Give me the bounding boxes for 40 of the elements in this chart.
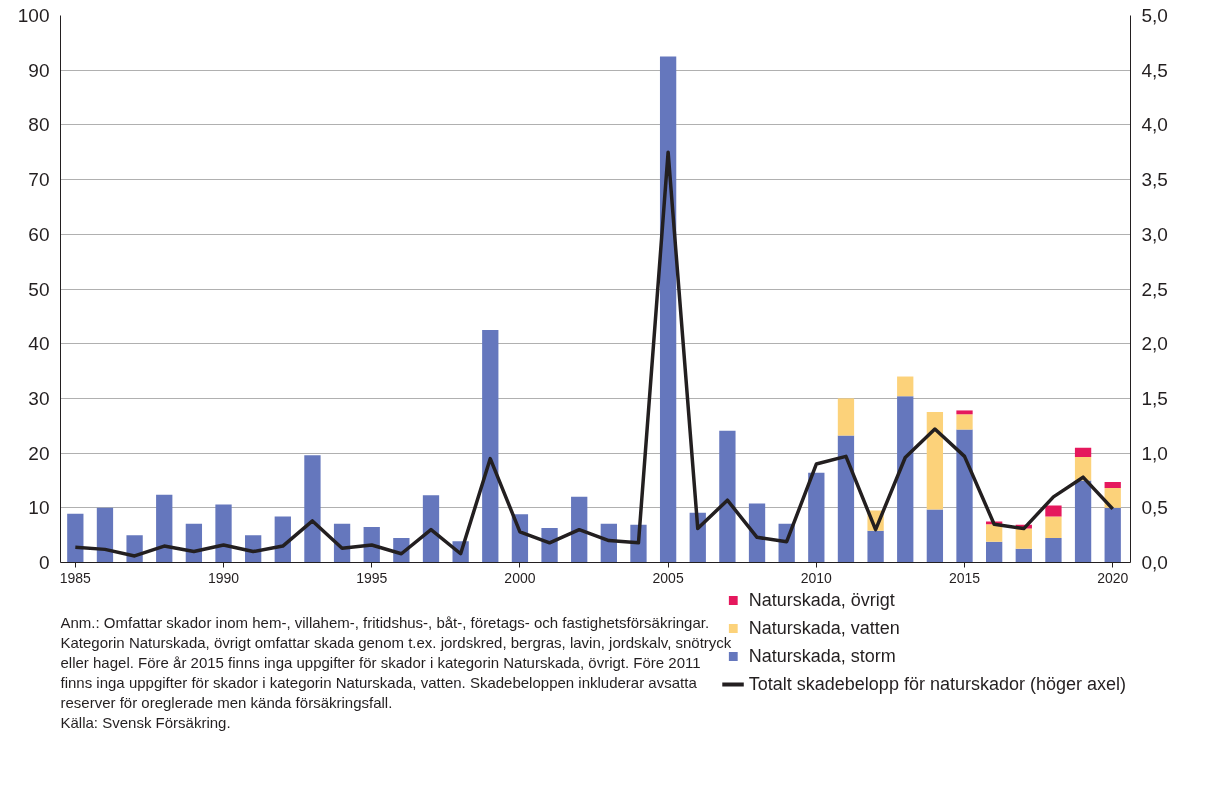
y2-tick-label: 4,5 <box>1141 59 1168 81</box>
x-tick-label: 1995 <box>356 569 388 586</box>
text: Källa: Svensk Försäkring. <box>60 713 231 731</box>
y-tick-label: 20 <box>28 442 50 464</box>
x-tick-label: 2000 <box>504 569 536 586</box>
legend-label: Naturskada, vatten <box>748 617 900 639</box>
text: eller hagel. Före år 2015 finns inga uppgifter för skador i kategorin Naturskada, övrigt. Före 2011 <box>60 653 701 671</box>
y-tick-label: 90 <box>28 59 50 81</box>
y2-tick-label: 1,0 <box>1141 442 1168 464</box>
y-tick-label: 50 <box>28 278 50 300</box>
y2-tick-label: 3,0 <box>1141 223 1168 245</box>
y2-tick-label: 2,0 <box>1141 333 1168 355</box>
x-tick-label: 2005 <box>652 569 684 586</box>
text: reserver för oreglerade men kända försäkringsfall. <box>60 693 393 711</box>
x-tick-label: 1990 <box>207 569 240 586</box>
x-tick-label: 1985 <box>59 569 92 586</box>
y-tick-label: 70 <box>28 169 50 191</box>
x-tick-label: 2015 <box>948 569 981 586</box>
y2-tick-label: 1,5 <box>1141 387 1168 409</box>
text: Kategorin Naturskada, övrigt omfattar skada genom t.ex. jordskred, bergras, lavin, jordskalv, snötryck <box>60 633 732 651</box>
y2-tick-label: 5,0 <box>1141 5 1168 26</box>
legend-label: Totalt skadebelopp för naturskador (höger axel) <box>748 673 1126 695</box>
text: Anm.: Omfattar skador inom hem-, villahem-, fritidshus-, båt-, företags- och fastighetsförsäkringar. <box>60 613 710 631</box>
text: finns inga uppgifter för skador i kategorin Naturskada, vatten. Skadebeloppen inkluderar avsatta <box>60 673 698 691</box>
legend-label: Naturskada, övrigt <box>748 589 895 611</box>
y-tick-label: 100 <box>17 5 50 26</box>
x-tick-label: 2010 <box>800 569 833 586</box>
y-tick-label: 10 <box>28 497 50 519</box>
legend-label: Naturskada, storm <box>748 645 896 667</box>
y-tick-label: 80 <box>28 114 50 136</box>
y2-tick-label: 0,0 <box>1141 552 1168 573</box>
y-tick-label: 40 <box>28 333 50 355</box>
y2-tick-label: 4,0 <box>1141 114 1168 136</box>
y2-tick-label: 2,5 <box>1141 278 1168 300</box>
y-tick-label: 0 <box>38 552 50 573</box>
y-tick-label: 30 <box>28 387 50 409</box>
y-tick-label: 60 <box>28 223 50 245</box>
x-tick-label: 2020 <box>1097 569 1129 586</box>
y2-tick-label: 0,5 <box>1141 497 1168 519</box>
y2-tick-label: 3,5 <box>1141 169 1168 191</box>
